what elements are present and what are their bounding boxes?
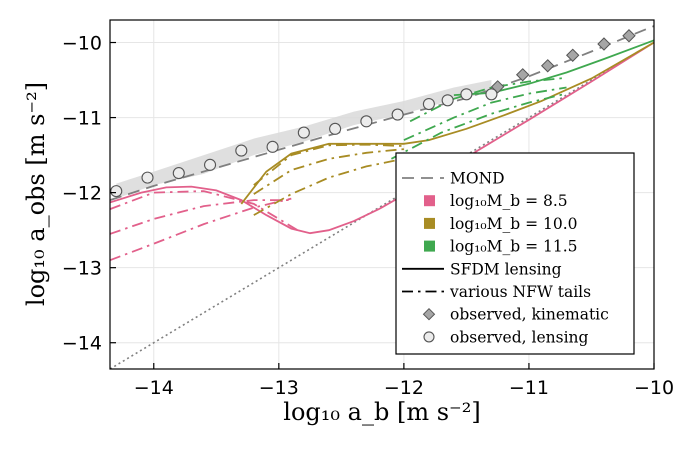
x-axis-label: log₁₀ a_b [m s⁻²]: [283, 398, 480, 426]
legend-label: various NFW tails: [449, 283, 591, 301]
x-tick-label: −14: [134, 377, 174, 399]
kinematic-point: [566, 48, 580, 62]
lensing-point: [422, 98, 435, 111]
lensing-point: [360, 115, 373, 128]
legend-label: MOND: [450, 170, 505, 188]
x-tick-label: −12: [384, 377, 424, 399]
x-tick-label: −11: [509, 377, 549, 399]
kinematic-point: [540, 59, 555, 73]
series-nfw-tail-11-5-b: [403, 86, 567, 141]
legend-item-mb85: log₁₀M_b = 8.5: [424, 192, 568, 210]
legend: MOND log₁₀M_b = 8.5 log₁₀M_b = 10.0 log₁₀M_…: [395, 152, 635, 355]
y-axis-label: log₁₀ a_obs [m s⁻²]: [22, 82, 50, 306]
kinematic-point: [597, 37, 611, 51]
legend-item-mb115: log₁₀M_b = 11.5: [424, 238, 578, 256]
series-nfw-tail-10-0-a: [253, 143, 404, 186]
legend-swatch: [422, 307, 436, 321]
y-tick-labels: −14 −13 −12 −11 −10: [62, 33, 102, 355]
series-sfdm-lensing-log10-mb-11-5: [453, 39, 654, 96]
y-tick-label: −14: [62, 333, 102, 355]
y-tick-label: −11: [62, 108, 102, 130]
legend-item-mb100: log₁₀M_b = 10.0: [424, 215, 578, 233]
legend-box: [395, 152, 635, 355]
lensing-point: [329, 122, 342, 135]
series-nfw-tail-10-0-c: [253, 157, 405, 216]
series-nfw-tail-10-0-b: [253, 148, 404, 195]
x-tick-label: −10: [634, 377, 674, 399]
legend-item-nfw: various NFW tails: [402, 283, 591, 301]
legend-label: log₁₀M_b = 11.5: [450, 238, 578, 256]
x-tick-labels: −14 −13 −12 −11 −10: [134, 377, 674, 399]
lensing-point: [297, 126, 310, 139]
lensing-point: [485, 88, 498, 101]
legend-label: SFDM lensing: [450, 260, 562, 278]
lensing-point: [391, 108, 404, 121]
lensing-point: [266, 140, 279, 153]
y-tick-label: −10: [62, 33, 102, 55]
legend-item-lens: observed, lensing: [423, 328, 589, 346]
series-nfw-tail-11-5-a: [409, 76, 567, 123]
lensing-point: [203, 158, 217, 171]
lensing-point: [172, 167, 185, 180]
kinematic-point: [515, 68, 530, 82]
legend-swatch: [424, 195, 435, 207]
legend-swatch: [424, 240, 435, 252]
legend-label: log₁₀M_b = 10.0: [450, 215, 578, 233]
series-mond: [110, 25, 654, 201]
legend-item-sfdm: SFDM lensing: [402, 260, 562, 278]
lensing-point: [441, 94, 454, 107]
legend-label: observed, kinematic: [450, 306, 609, 324]
legend-label: observed, lensing: [450, 328, 589, 346]
lensing-point: [460, 88, 473, 101]
lensing-point: [235, 144, 248, 157]
series-nfw-tail-8-5-a: [110, 190, 299, 231]
kinematic-point: [622, 29, 636, 43]
series-nfw-tail-8-5-b: [110, 199, 292, 235]
legend-item-kin: observed, kinematic: [422, 306, 609, 324]
x-tick-label: −13: [259, 377, 299, 399]
series-nfw-tail-8-5-c: [110, 197, 292, 262]
lensing-point: [110, 185, 123, 198]
y-tick-label: −13: [62, 258, 102, 280]
plot-frame: [109, 19, 655, 370]
y-tick-label: −12: [62, 183, 102, 205]
legend-item-mond: MOND: [402, 170, 505, 188]
lensing-point: [141, 171, 154, 184]
legend-swatch: [424, 217, 435, 229]
series-sfdm-lensing-log10-mb-8-5: [110, 41, 654, 235]
axis-ticks: [110, 41, 655, 369]
legend-label: log₁₀M_b = 8.5: [450, 192, 568, 210]
series-identity: [110, 41, 654, 369]
legend-swatch: [423, 331, 435, 343]
